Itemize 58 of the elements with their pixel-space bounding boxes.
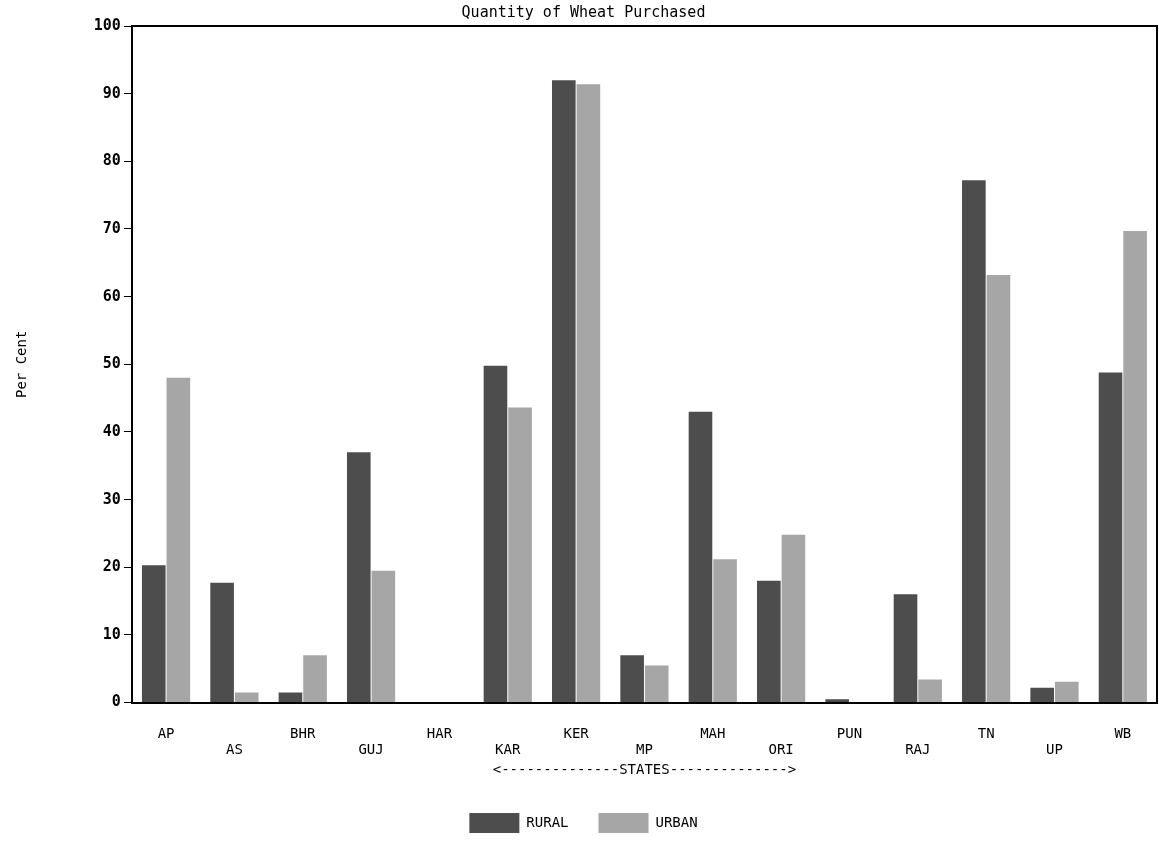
x-tick-label: KAR — [495, 741, 521, 758]
bar — [713, 559, 737, 703]
y-tick-label: 60 — [102, 286, 121, 305]
x-tick-label: KER — [563, 724, 590, 741]
bar — [893, 594, 918, 703]
x-tick-label: BHR — [290, 724, 316, 741]
bar — [962, 180, 986, 703]
bar — [644, 665, 669, 703]
x-axis-title: <--------------STATES--------------> — [492, 761, 797, 778]
bar — [1030, 687, 1054, 703]
bar — [210, 582, 234, 703]
y-tick-label: 80 — [102, 151, 121, 170]
x-tick-label: HAR — [426, 724, 453, 741]
x-tick-label: MP — [636, 741, 653, 758]
chart-title: Quantity of Wheat Purchased — [461, 2, 706, 21]
x-tick-label: PUN — [836, 724, 863, 741]
bar — [371, 570, 396, 703]
bar — [1098, 372, 1123, 703]
y-tick-label: 90 — [102, 83, 121, 102]
x-tick-label: MAH — [700, 724, 726, 741]
bar — [1123, 231, 1147, 703]
x-tick-label: AS — [225, 741, 243, 758]
bar — [166, 377, 191, 703]
bar — [552, 80, 576, 703]
bar — [483, 365, 508, 703]
bar — [1054, 681, 1079, 703]
x-tick-label: WB — [1114, 724, 1132, 741]
y-tick-label: 40 — [102, 421, 121, 440]
y-tick-label: 70 — [102, 218, 121, 237]
x-tick-label: GUJ — [358, 741, 384, 758]
legend-label: URBAN — [655, 813, 698, 830]
bar — [234, 692, 259, 703]
y-tick-label: 100 — [93, 15, 121, 34]
x-tick-label: UP — [1046, 741, 1063, 758]
bar — [278, 692, 303, 703]
bar — [688, 411, 713, 703]
bar — [781, 534, 806, 703]
y-tick-label: 50 — [102, 354, 121, 373]
bar — [508, 407, 532, 703]
x-tick-label: RAJ — [905, 741, 931, 758]
bar — [346, 452, 371, 703]
y-tick-label: 20 — [102, 557, 121, 576]
bar — [576, 84, 601, 703]
x-tick-label: AP — [157, 724, 175, 741]
bar — [757, 580, 781, 703]
bar — [141, 565, 166, 703]
bar — [620, 655, 644, 703]
x-tick-label: ORI — [768, 741, 794, 758]
bar — [303, 655, 327, 703]
y-tick-label: 30 — [102, 489, 121, 508]
x-tick-label: TN — [977, 724, 995, 741]
y-tick-label: 10 — [102, 624, 121, 643]
bar — [986, 274, 1011, 703]
y-tick-label: 0 — [111, 692, 121, 711]
y-axis-title: Per Cent — [13, 330, 30, 399]
bar — [825, 699, 849, 703]
bar — [918, 679, 942, 703]
legend-label: RURAL — [526, 813, 569, 830]
